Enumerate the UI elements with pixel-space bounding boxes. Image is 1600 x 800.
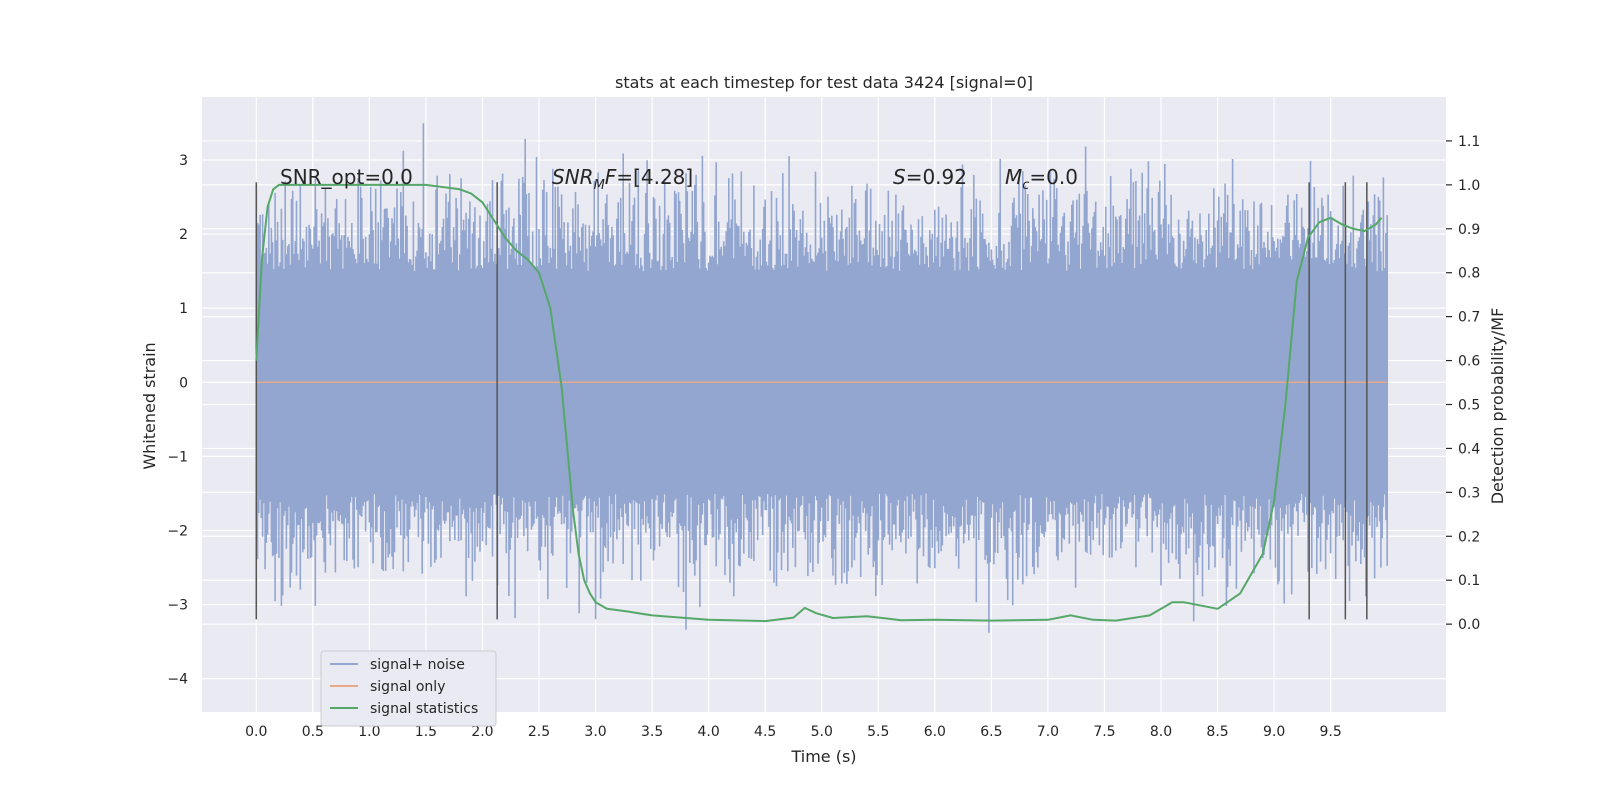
y-tick-label: 3: [179, 153, 188, 169]
y-right-tick-label: 0.7: [1458, 310, 1480, 326]
chart-title: stats at each timestep for test data 342…: [615, 73, 1033, 92]
x-tick-label: 2.0: [471, 724, 493, 740]
annotation-snr-opt: SNR_opt=0.0: [280, 165, 413, 189]
x-tick-label: 7.0: [1037, 724, 1059, 740]
x-tick-label: 9.5: [1320, 724, 1342, 740]
y-tick-label: 0: [179, 375, 188, 391]
y-tick-label: 2: [179, 227, 188, 243]
x-tick-label: 2.5: [528, 724, 550, 740]
x-tick-label: 4.0: [698, 724, 720, 740]
signal-statistics-line: [255, 183, 1383, 623]
x-tick-label: 1.5: [415, 724, 437, 740]
annotation-s: S=0.92: [893, 165, 967, 189]
y-tick-label: 1: [179, 301, 188, 317]
x-tick-label: 0.0: [245, 724, 267, 740]
y-right-tick-label: 0.3: [1458, 485, 1480, 501]
x-tick-label: 0.5: [302, 724, 324, 740]
y-right-tick-label: 0.6: [1458, 354, 1480, 370]
annotation-s-value: =0.92: [906, 165, 967, 189]
y-right-tick-label: 0.0: [1458, 617, 1480, 633]
legend-box: [320, 650, 497, 727]
x-tick-label: 8.0: [1150, 724, 1172, 740]
y-tick-label: −3: [167, 598, 188, 614]
y-right-axis-label: Detection probability/MF: [1488, 308, 1507, 505]
y-right-tick-labels: 0.0 0.1 0.2 0.3 0.4 0.5 0.6 0.7 0.8 0.9 1.0 1.1: [1446, 134, 1480, 633]
y-tick-label: −1: [167, 449, 188, 465]
x-tick-label: 5.0: [811, 724, 833, 740]
x-tick-label: 1.0: [358, 724, 380, 740]
x-tick-label: 3.5: [641, 724, 663, 740]
legend-label-stats: signal statistics: [370, 701, 478, 717]
x-tick-label: 3.0: [584, 724, 606, 740]
x-tick-label: 6.0: [924, 724, 946, 740]
legend: signal+ noise signal only signal statist…: [320, 650, 497, 727]
x-tick-label: 7.5: [1093, 724, 1115, 740]
annotation-snr-mf: SNRMF=[4.28]: [552, 165, 693, 193]
x-tick-label: 4.5: [754, 724, 776, 740]
y-tick-label: −4: [167, 672, 188, 688]
y-right-tick-label: 0.4: [1458, 441, 1480, 457]
y-right-tick-label: 0.9: [1458, 222, 1480, 238]
y-right-tick-label: 1.1: [1458, 134, 1480, 150]
annotation-snr-mf-value: =[4.28]: [616, 165, 693, 189]
y-right-tick-label: 0.1: [1458, 573, 1480, 589]
y-right-tick-label: 1.0: [1458, 178, 1480, 194]
legend-label-noise: signal+ noise: [370, 657, 465, 673]
y-axis-label: Whitened strain: [140, 342, 159, 469]
annotation-mc: Mc=0.0: [1005, 165, 1078, 193]
x-tick-label: 8.5: [1206, 724, 1228, 740]
x-tick-label: 9.0: [1263, 724, 1285, 740]
x-tick-label: 5.5: [867, 724, 889, 740]
annotation-mc-value: =0.0: [1029, 165, 1078, 189]
y-tick-label: −2: [167, 523, 188, 539]
y-right-tick-label: 0.8: [1458, 266, 1480, 282]
y-right-tick-label: 0.5: [1458, 398, 1480, 414]
signal-statistics-series: [255, 183, 1383, 623]
x-tick-label: 6.5: [980, 724, 1002, 740]
x-axis-label: Time (s): [790, 747, 856, 766]
vertical-markers: [255, 182, 1368, 620]
y-tick-labels: −4 −3 −2 −1 0 1 2 3: [167, 153, 188, 688]
y-right-tick-label: 0.2: [1458, 529, 1480, 545]
x-tick-labels: 0.0 0.5 1.0 1.5 2.0 2.5 3.0 3.5 4.0 4.5 5.0 5.5 6.0 6…: [245, 724, 1342, 740]
legend-label-signal: signal only: [370, 679, 445, 695]
